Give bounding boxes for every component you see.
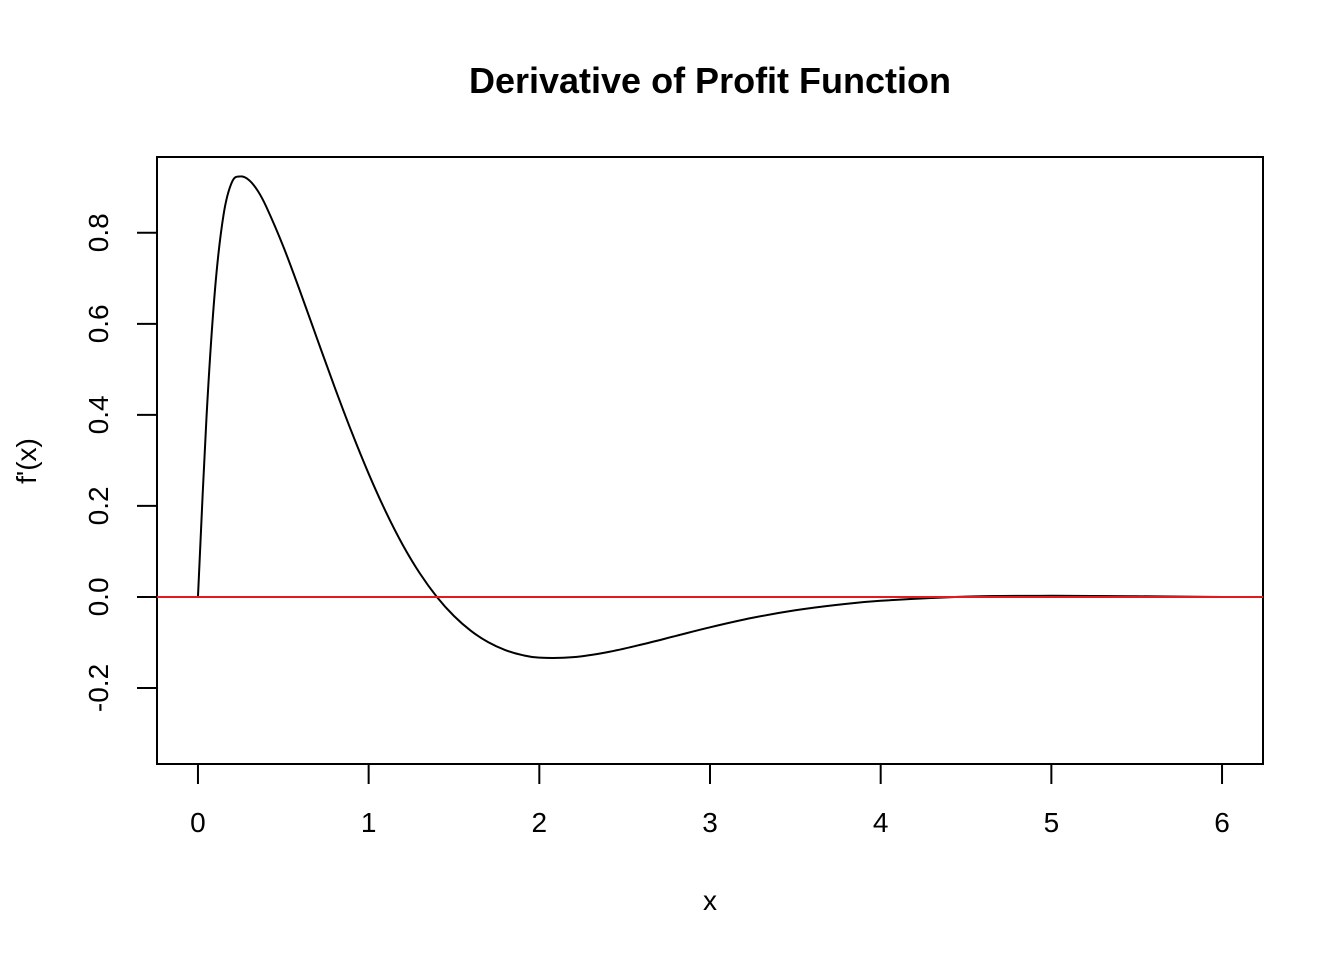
x-tick-label: 5 <box>1044 807 1060 838</box>
x-tick-label: 1 <box>361 807 377 838</box>
y-tick-label: 0.6 <box>83 304 114 343</box>
chart-title: Derivative of Profit Function <box>469 60 951 101</box>
y-axis: -0.2 0.0 0.2 0.4 0.6 0.8 <box>83 213 158 712</box>
x-tick-label: 0 <box>190 807 206 838</box>
y-axis-label: f'(x) <box>11 438 42 484</box>
y-tick-label: 0.0 <box>83 577 114 616</box>
plot-frame <box>156 156 1264 765</box>
y-tick-label: 0.8 <box>83 213 114 252</box>
x-tick-label: 6 <box>1214 807 1230 838</box>
x-tick-label: 2 <box>532 807 548 838</box>
x-axis-label: x <box>703 885 717 916</box>
y-tick-label: -0.2 <box>83 664 114 712</box>
y-tick-label: 0.4 <box>83 395 114 434</box>
x-axis: 0 1 2 3 4 5 6 <box>190 763 1230 838</box>
y-tick-label: 0.2 <box>83 486 114 525</box>
plot-area <box>157 175 1263 659</box>
x-tick-label: 4 <box>873 807 889 838</box>
x-tick-label: 3 <box>702 807 718 838</box>
derivative-curve <box>196 175 1223 659</box>
